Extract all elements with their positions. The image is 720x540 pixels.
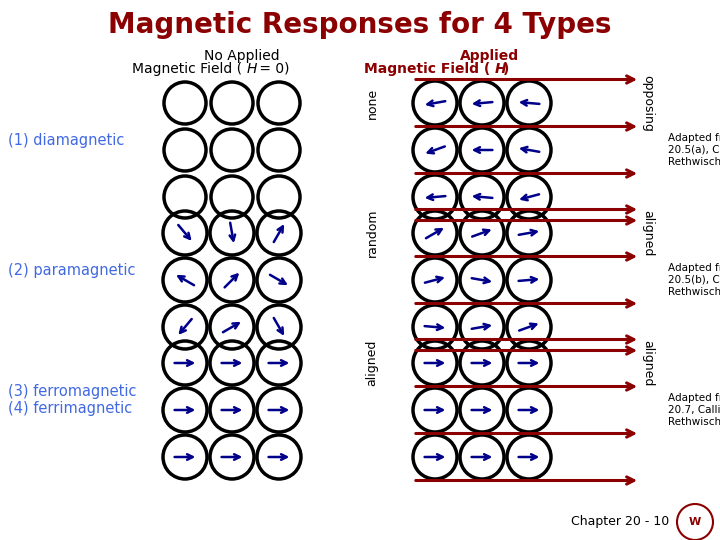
Text: (1) diamagnetic: (1) diamagnetic: [8, 132, 125, 147]
Text: aligned: aligned: [642, 340, 654, 386]
Text: aligned: aligned: [642, 210, 654, 256]
Text: Magnetic Field (: Magnetic Field (: [364, 62, 490, 76]
Text: Chapter 20 - 10: Chapter 20 - 10: [571, 516, 669, 529]
Text: Adapted from Fig.
20.7, Callister &
Rethwisch 8e.: Adapted from Fig. 20.7, Callister & Reth…: [668, 394, 720, 427]
Text: = 0): = 0): [255, 62, 289, 76]
Text: opposing: opposing: [642, 75, 654, 131]
Text: Magnetic Responses for 4 Types: Magnetic Responses for 4 Types: [108, 11, 612, 39]
Text: ): ): [503, 62, 509, 76]
Text: (2) paramagnetic: (2) paramagnetic: [8, 262, 135, 278]
Text: random: random: [366, 209, 379, 257]
Text: H: H: [495, 62, 507, 76]
Text: aligned: aligned: [366, 340, 379, 386]
Text: (3) ferromagnetic
(4) ferrimagnetic: (3) ferromagnetic (4) ferrimagnetic: [8, 384, 137, 416]
Text: Applied: Applied: [460, 49, 520, 63]
Text: W: W: [689, 517, 701, 527]
Text: Adapted from Fig.
20.5(b), Callister &
Rethwisch 8e.: Adapted from Fig. 20.5(b), Callister & R…: [668, 264, 720, 296]
Text: No Applied: No Applied: [204, 49, 280, 63]
Text: Magnetic Field (: Magnetic Field (: [132, 62, 242, 76]
Text: none: none: [366, 87, 379, 119]
Text: H: H: [247, 62, 257, 76]
Text: Adapted from Fig.
20.5(a), Callister &
Rethwisch 8e.: Adapted from Fig. 20.5(a), Callister & R…: [668, 133, 720, 167]
